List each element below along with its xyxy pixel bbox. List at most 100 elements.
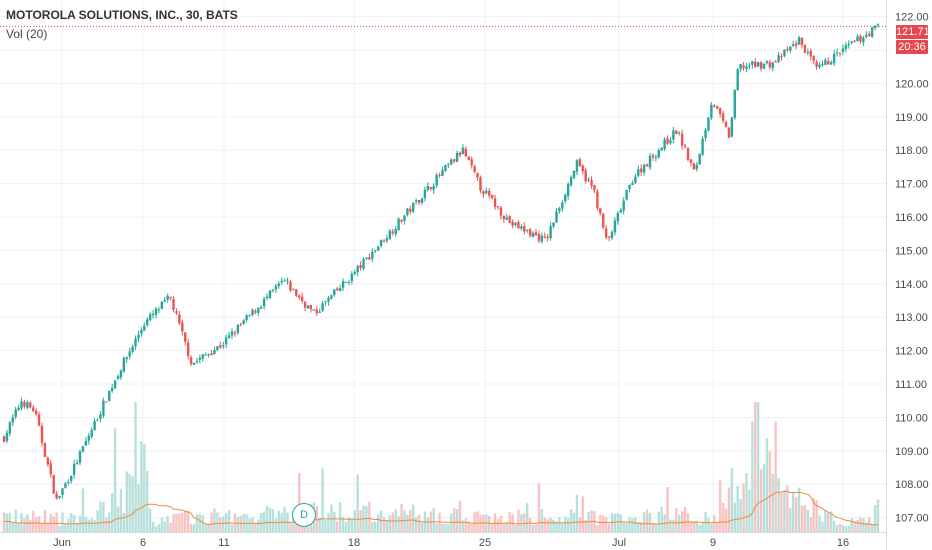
candle-body: [417, 199, 421, 203]
candle-body: [382, 240, 386, 243]
volume-bar: [645, 509, 649, 532]
volume-bar: [759, 469, 763, 532]
volume-bar: [718, 479, 722, 532]
candle-body: [216, 346, 219, 351]
volume-bar: [96, 510, 99, 532]
volume-bar: [321, 468, 324, 532]
candle-body: [140, 329, 143, 334]
candle-body: [84, 440, 88, 446]
candle-body: [17, 407, 20, 410]
candle-body: [108, 391, 111, 401]
volume-bar: [210, 512, 213, 532]
candle-body: [558, 208, 561, 212]
dividend-marker[interactable]: D: [292, 503, 316, 527]
candle-body: [716, 106, 719, 109]
candle-body: [110, 387, 114, 392]
volume-bar: [818, 515, 821, 532]
volume-bar: [420, 522, 424, 532]
candle-body: [265, 296, 269, 299]
candle-body: [409, 208, 412, 212]
y-tick-label: 118.00: [895, 145, 928, 157]
candle-body: [473, 166, 476, 172]
volume-bar: [613, 513, 617, 532]
volume-bar: [11, 523, 14, 532]
candle-body: [651, 155, 655, 158]
candle-body: [239, 324, 242, 326]
volume-bar: [403, 510, 406, 532]
volume-bar: [832, 520, 836, 532]
candle-body: [742, 65, 745, 69]
volume-bar: [248, 518, 251, 532]
volume-bar: [134, 402, 137, 532]
candle-body: [619, 210, 622, 213]
volume-bar: [838, 523, 842, 532]
volume-bar: [695, 520, 698, 532]
y-tick-label: 109.00: [895, 446, 929, 458]
candle-body: [689, 159, 693, 164]
volume-bar: [271, 509, 275, 532]
y-tick-label: 111.00: [895, 379, 927, 391]
volume-bar: [698, 524, 701, 532]
candle-body: [412, 202, 415, 212]
candle-body: [774, 61, 777, 63]
candle-body: [762, 64, 766, 69]
volume-bar: [341, 516, 345, 532]
volume-bar: [622, 521, 625, 532]
x-tick-label: Jul: [612, 537, 626, 549]
volume-bar: [531, 524, 535, 532]
candle-body: [455, 153, 459, 162]
volume-bar: [201, 515, 204, 532]
candle-body: [490, 195, 494, 198]
candle-body: [710, 104, 713, 118]
volume-bar: [34, 517, 38, 532]
candle-body: [72, 463, 76, 475]
volume-bar: [876, 499, 880, 532]
candle-body: [29, 402, 32, 408]
volume-bar: [599, 514, 602, 532]
candle-body: [435, 174, 438, 186]
candle-body: [464, 148, 468, 157]
volume-bar: [447, 524, 450, 532]
volume-bar: [523, 513, 526, 532]
candle-body: [236, 324, 240, 333]
candle-body: [713, 105, 716, 107]
volume-bar: [710, 523, 713, 532]
volume-indicator-label[interactable]: Vol (20): [6, 27, 48, 41]
volume-bar: [537, 483, 541, 532]
candle-body: [803, 44, 807, 53]
volume-bar: [853, 521, 856, 532]
candle-body: [312, 309, 316, 311]
volume-bar: [473, 512, 476, 532]
volume-bar: [52, 516, 55, 532]
volume-bar: [260, 512, 263, 532]
candle-body: [78, 451, 82, 463]
x-tick-label: 6: [140, 537, 146, 549]
volume-bar: [236, 516, 240, 532]
candle-body: [87, 435, 90, 441]
candle-body: [58, 496, 61, 498]
volume-bar: [324, 519, 327, 532]
candle-body: [397, 218, 400, 231]
candle-body: [452, 159, 456, 162]
candle-body: [546, 236, 549, 239]
volume-bar: [458, 500, 462, 532]
volume-bar: [721, 502, 725, 532]
candle-body: [303, 301, 307, 308]
volume-bar: [672, 519, 675, 532]
y-tick-label: 122.00: [895, 12, 929, 24]
last-price-tag: 121.71: [896, 25, 930, 39]
candle-body: [347, 281, 351, 283]
volume-bar: [181, 512, 184, 532]
volume-bar: [110, 493, 114, 532]
volume-bar: [157, 523, 161, 532]
volume-bar: [277, 510, 280, 532]
volume-bar: [435, 523, 438, 532]
volume-bar: [23, 518, 26, 532]
volume-bar: [178, 513, 181, 532]
candle-body: [870, 27, 874, 37]
candle-body: [616, 213, 620, 222]
candle-body: [806, 52, 810, 54]
candle-body: [666, 138, 669, 144]
volume-bar: [432, 507, 435, 532]
